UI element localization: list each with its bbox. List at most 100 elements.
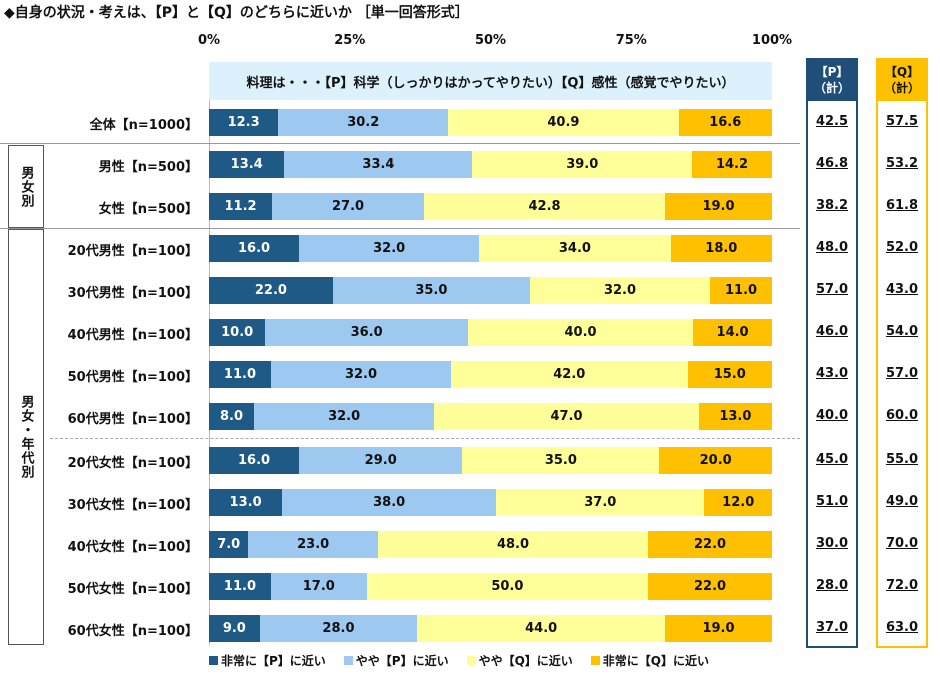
q-total-value: 60.0 (885, 408, 919, 423)
group-label: 男女・年代別 (18, 395, 34, 479)
bar-segment: 19.0 (665, 193, 772, 220)
category-label: 20代女性【n=100】 (67, 456, 198, 471)
bar-segment: 14.2 (692, 151, 772, 178)
p-total-value: 38.2 (815, 198, 849, 213)
bar-segment: 42.8 (424, 193, 666, 220)
bar-segment: 34.0 (479, 235, 671, 262)
p-total-value: 30.0 (815, 536, 849, 551)
p-total-value: 43.0 (815, 366, 849, 381)
bar-segment: 20.0 (659, 447, 772, 474)
separator-dashed (50, 438, 800, 439)
bar-segment: 48.0 (377, 531, 649, 558)
category-label: 全体【n=1000】 (89, 118, 198, 133)
legend-swatch (466, 656, 476, 665)
bar-segment: 13.0 (698, 403, 772, 430)
q-total-value: 63.0 (885, 620, 919, 635)
bar-segment: 15.0 (687, 361, 772, 388)
bar-segment: 16.0 (209, 235, 300, 262)
p-total-value: 28.0 (815, 578, 849, 593)
category-label: 男性【n=500】 (98, 160, 198, 175)
bar-segment: 16.6 (678, 109, 772, 136)
bar-segment: 40.9 (448, 109, 679, 136)
category-label: 20代男性【n=100】 (67, 244, 198, 259)
x-tick-label: 75% (615, 33, 647, 48)
legend-item: 非常に【Q】に近い (590, 652, 709, 669)
separator-line (0, 143, 800, 144)
bar-segment: 19.0 (665, 615, 772, 642)
bar-segment: 44.0 (417, 615, 666, 642)
bar-segment: 27.0 (272, 193, 425, 220)
q-header-text: （計） (883, 80, 920, 95)
bar-segment: 40.0 (467, 319, 694, 346)
p-total-value: 46.0 (815, 324, 849, 339)
category-label: 50代男性【n=100】 (67, 370, 198, 385)
legend-item: 非常に【P】に近い (209, 652, 326, 669)
q-total-value: 43.0 (885, 282, 919, 297)
category-label: 40代男性【n=100】 (67, 328, 198, 343)
legend-label: やや【Q】に近い (478, 654, 573, 668)
q-total-value: 49.0 (885, 494, 919, 509)
bar-segment: 42.0 (451, 361, 688, 388)
p-total-value: 37.0 (815, 620, 849, 635)
p-total-header: 【P】 （計） (806, 58, 858, 101)
bar-segment: 50.0 (366, 573, 649, 600)
q-total-value: 52.0 (885, 240, 919, 255)
bar-segment: 35.0 (462, 447, 660, 474)
bar-segment: 14.0 (693, 319, 772, 346)
bar-segment: 7.0 (209, 531, 249, 558)
q-header-text: 【Q】 (884, 64, 920, 79)
category-label: 50代女性【n=100】 (67, 582, 198, 597)
category-label: 60代女性【n=100】 (67, 624, 198, 639)
p-total-value: 46.8 (815, 156, 849, 171)
p-header-text: （計） (813, 80, 850, 95)
bar-segment: 22.0 (209, 277, 333, 304)
bar-segment: 8.0 (209, 403, 255, 430)
bar-segment: 32.0 (270, 361, 452, 388)
bar-segment: 13.0 (209, 489, 283, 516)
p-total-value: 57.0 (815, 282, 849, 297)
x-tick-label: 25% (334, 33, 366, 48)
q-total-value: 61.8 (885, 198, 919, 213)
p-total-value: 48.0 (815, 240, 849, 255)
p-total-value: 40.0 (815, 408, 849, 423)
x-tick-label: 0% (197, 33, 221, 48)
bar-segment: 36.0 (265, 319, 468, 346)
q-total-header: 【Q】 （計） (876, 58, 928, 101)
group-box-gender-age: 男女・年代別 (8, 229, 44, 645)
x-tick-label: 50% (474, 33, 507, 48)
category-label: 女性【n=500】 (98, 202, 198, 217)
bar-segment: 9.0 (209, 615, 260, 642)
separator-line (0, 228, 800, 229)
bar-segment: 10.0 (209, 319, 266, 346)
bar-segment: 11.0 (209, 361, 271, 388)
bar-segment: 16.0 (209, 447, 300, 474)
q-total-value: 55.0 (885, 452, 919, 467)
bar-segment: 39.0 (472, 151, 693, 178)
q-total-value: 53.2 (885, 156, 919, 171)
legend-label: 非常に【Q】に近い (602, 654, 709, 668)
bar-segment: 18.0 (670, 235, 772, 262)
question-band: 料理は・・・【P】科学（しっかりはかってやりたい）【Q】感性（感覚でやりたい） (209, 62, 772, 100)
p-total-box (806, 58, 858, 648)
group-box-gender: 男女別 (8, 145, 44, 228)
x-tick-label: 100% (751, 33, 793, 48)
q-total-value: 57.0 (885, 366, 919, 381)
bar-segment: 11.2 (209, 193, 273, 220)
bar-segment: 32.0 (254, 403, 435, 430)
bar-segment: 37.0 (496, 489, 705, 516)
legend-label: 非常に【P】に近い (221, 654, 326, 668)
bar-segment: 28.0 (259, 615, 418, 642)
bar-segment: 23.0 (248, 531, 378, 558)
category-label: 30代女性【n=100】 (67, 498, 198, 513)
bar-segment: 38.0 (282, 489, 497, 516)
legend-label: やや【P】に近い (355, 654, 449, 668)
bar-segment: 11.0 (209, 573, 271, 600)
legend-swatch (343, 656, 353, 665)
bar-segment: 33.4 (284, 151, 473, 178)
bar-segment: 29.0 (299, 447, 463, 474)
category-label: 60代男性【n=100】 (67, 412, 198, 427)
bar-segment: 32.0 (299, 235, 480, 262)
q-total-box (876, 58, 928, 648)
legend: 非常に【P】に近い やや【P】に近い やや【Q】に近い 非常に【Q】に近い (209, 652, 709, 669)
bar-segment: 32.0 (529, 277, 711, 304)
